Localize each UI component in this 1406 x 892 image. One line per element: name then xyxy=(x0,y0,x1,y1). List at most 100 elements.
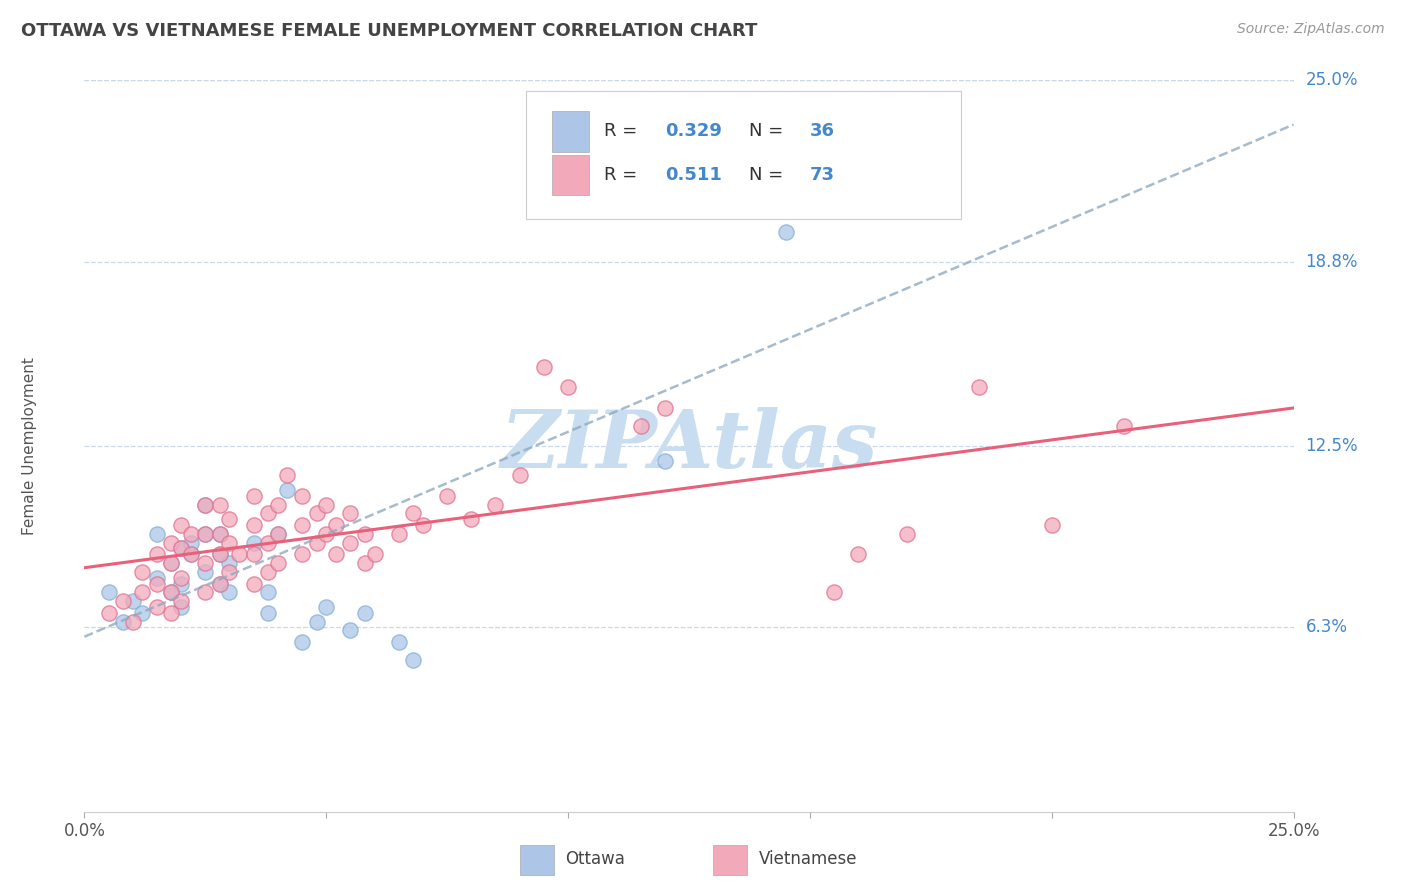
Point xyxy=(291,489,314,503)
Point xyxy=(97,606,120,620)
Point xyxy=(325,518,347,533)
Text: Vietnamese: Vietnamese xyxy=(759,850,858,868)
Point xyxy=(180,547,202,561)
Point xyxy=(267,526,290,541)
Point xyxy=(242,547,264,561)
Point xyxy=(1040,518,1063,533)
Point xyxy=(160,585,183,599)
Point xyxy=(180,535,202,549)
Point xyxy=(194,498,217,512)
Point xyxy=(267,498,290,512)
Point xyxy=(402,506,425,520)
Point xyxy=(160,556,183,570)
Point xyxy=(208,526,231,541)
Point xyxy=(160,535,183,549)
Point xyxy=(557,380,579,394)
Point xyxy=(257,535,280,549)
Point xyxy=(218,556,240,570)
Point xyxy=(218,535,240,549)
Point xyxy=(823,585,845,599)
Point xyxy=(412,518,434,533)
Text: Ottawa: Ottawa xyxy=(565,850,626,868)
FancyBboxPatch shape xyxy=(713,845,747,875)
Point xyxy=(194,585,217,599)
Point xyxy=(194,556,217,570)
Point xyxy=(789,161,811,175)
Point xyxy=(121,594,143,608)
Text: 6.3%: 6.3% xyxy=(1306,618,1347,636)
Point xyxy=(208,576,231,591)
Text: ZIPAtlas: ZIPAtlas xyxy=(501,408,877,484)
Point xyxy=(218,565,240,579)
Point xyxy=(146,571,169,585)
Point xyxy=(257,506,280,520)
Text: 12.5%: 12.5% xyxy=(1306,437,1358,455)
Point xyxy=(402,652,425,666)
Point xyxy=(436,489,458,503)
Point xyxy=(170,518,193,533)
Point xyxy=(160,606,183,620)
Text: N =: N = xyxy=(749,122,789,140)
Text: 18.8%: 18.8% xyxy=(1306,252,1358,270)
Point xyxy=(388,526,411,541)
Point xyxy=(180,526,202,541)
FancyBboxPatch shape xyxy=(553,155,589,195)
Text: 25.0%: 25.0% xyxy=(1306,71,1358,89)
Point xyxy=(257,565,280,579)
Point xyxy=(315,599,337,614)
Point xyxy=(1114,418,1136,433)
Point xyxy=(170,576,193,591)
Point xyxy=(291,635,314,649)
Text: 73: 73 xyxy=(810,167,835,185)
Point xyxy=(208,576,231,591)
Point xyxy=(208,498,231,512)
Point xyxy=(218,585,240,599)
Point xyxy=(460,512,482,526)
Point xyxy=(170,599,193,614)
Point xyxy=(218,512,240,526)
Point xyxy=(160,585,183,599)
Point xyxy=(325,547,347,561)
Point xyxy=(170,571,193,585)
FancyBboxPatch shape xyxy=(553,112,589,152)
Point xyxy=(896,526,918,541)
Point xyxy=(121,615,143,629)
Text: Female Unemployment: Female Unemployment xyxy=(22,357,38,535)
Point xyxy=(112,615,135,629)
Text: Source: ZipAtlas.com: Source: ZipAtlas.com xyxy=(1237,22,1385,37)
Text: 0.511: 0.511 xyxy=(665,167,721,185)
Point xyxy=(170,541,193,556)
Point xyxy=(846,547,869,561)
Point xyxy=(339,624,361,638)
Point xyxy=(146,576,169,591)
Point xyxy=(967,380,990,394)
Point xyxy=(131,585,153,599)
Point xyxy=(654,453,676,467)
Point xyxy=(257,606,280,620)
Point xyxy=(131,606,153,620)
Point xyxy=(242,535,264,549)
FancyBboxPatch shape xyxy=(526,91,962,219)
Text: 36: 36 xyxy=(810,122,835,140)
Point xyxy=(208,526,231,541)
Text: R =: R = xyxy=(605,167,650,185)
Point xyxy=(180,547,202,561)
Point xyxy=(291,547,314,561)
Point xyxy=(305,506,328,520)
Point xyxy=(276,468,298,483)
Point xyxy=(194,526,217,541)
Point xyxy=(242,576,264,591)
Point xyxy=(276,483,298,497)
Point xyxy=(315,526,337,541)
Point xyxy=(267,526,290,541)
Point xyxy=(509,468,531,483)
Point xyxy=(194,498,217,512)
Point xyxy=(242,518,264,533)
Point xyxy=(354,606,377,620)
Point xyxy=(339,535,361,549)
Point xyxy=(363,547,385,561)
Point xyxy=(388,635,411,649)
Point xyxy=(146,599,169,614)
FancyBboxPatch shape xyxy=(520,845,554,875)
Point xyxy=(305,615,328,629)
